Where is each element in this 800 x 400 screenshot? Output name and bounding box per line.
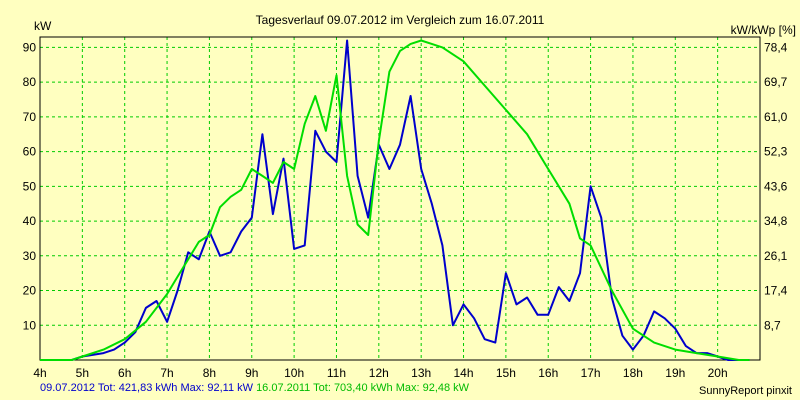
y-tick-right: 52,3 <box>764 145 788 159</box>
x-tick: 16h <box>538 366 558 380</box>
y-tick-left: 80 <box>23 75 37 89</box>
y-tick-right: 78,4 <box>764 40 788 54</box>
credit-text: SunnyReport pinxit <box>699 385 792 397</box>
series1-summary: 09.07.2012 Tot: 421,83 kWh Max: 92,11 kW <box>40 382 253 394</box>
x-tick: 20h <box>708 366 728 380</box>
chart-footer: 09.07.2012 Tot: 421,83 kWh Max: 92,11 kW… <box>40 382 469 394</box>
y-tick-right: 69,7 <box>764 75 788 89</box>
x-tick: 17h <box>581 366 601 380</box>
x-tick: 14h <box>454 366 474 380</box>
x-tick: 12h <box>369 366 389 380</box>
x-tick: 9h <box>245 366 258 380</box>
y-tick-left: 40 <box>23 214 37 228</box>
y-tick-left: 30 <box>23 249 37 263</box>
y-tick-right: 61,0 <box>764 110 788 124</box>
y-axis-left-label: kW <box>34 19 52 33</box>
x-tick: 6h <box>118 366 131 380</box>
y-tick-right: 26,1 <box>764 249 788 263</box>
x-tick: 7h <box>160 366 173 380</box>
y-tick-left: 60 <box>23 145 37 159</box>
y-tick-right: 8,7 <box>764 318 781 332</box>
series-line-2 <box>40 39 750 361</box>
x-tick: 11h <box>327 366 346 380</box>
plot-background <box>40 37 760 360</box>
y-tick-left: 90 <box>23 40 37 54</box>
x-tick: 4h <box>33 366 46 380</box>
y-tick-right: 34,8 <box>764 214 788 228</box>
x-tick: 19h <box>665 366 685 380</box>
x-tick: 15h <box>496 366 516 380</box>
x-tick: 18h <box>623 366 643 380</box>
x-tick: 8h <box>203 366 216 380</box>
series-line-1 <box>40 39 750 361</box>
plot-area: 10 8,7 20 17,4 30 26,1 40 34,8 50 43,6 60 52,3 70 61,… <box>23 36 788 380</box>
plot-frame <box>39 36 761 361</box>
y-tick-left: 10 <box>23 318 37 332</box>
y-tick-left: 20 <box>23 284 37 298</box>
y-tick-right: 17,4 <box>764 284 788 298</box>
y-tick-left: 50 <box>23 179 37 193</box>
series2-summary: 16.07.2011 Tot: 703,40 kWh Max: 92,48 kW <box>256 382 470 394</box>
chart-title: Tagesverlauf 09.07.2012 im Vergleich zum… <box>256 13 545 27</box>
y-tick-right: 43,6 <box>764 179 788 193</box>
y-axis-right-label: kW/kWp [%] <box>731 23 796 37</box>
x-tick: 10h <box>284 366 304 380</box>
x-tick: 13h <box>411 366 431 380</box>
x-tick: 5h <box>76 366 89 380</box>
y-tick-left: 70 <box>23 110 37 124</box>
